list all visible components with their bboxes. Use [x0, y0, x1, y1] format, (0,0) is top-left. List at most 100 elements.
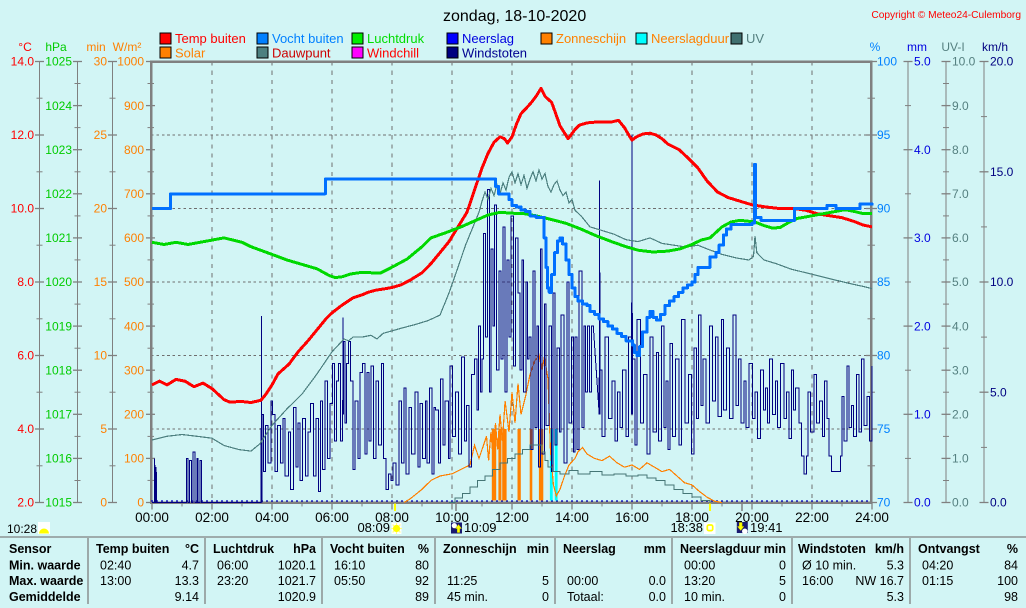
- svg-text:4.0: 4.0: [914, 143, 931, 157]
- svg-text:20: 20: [94, 202, 108, 216]
- svg-text:19:41: 19:41: [750, 520, 783, 535]
- svg-text:100: 100: [997, 574, 1018, 588]
- svg-text:16:00: 16:00: [615, 510, 649, 525]
- svg-text:9.0: 9.0: [952, 99, 969, 113]
- svg-text:24:00: 24:00: [855, 510, 889, 525]
- svg-text:30: 30: [94, 55, 108, 69]
- svg-text:0.0: 0.0: [990, 496, 1007, 510]
- svg-text:1024: 1024: [45, 99, 72, 113]
- svg-text:0: 0: [137, 496, 144, 510]
- svg-text:Totaal:: Totaal:: [567, 590, 604, 604]
- svg-text:02:40: 02:40: [100, 559, 131, 573]
- svg-text:14.0: 14.0: [11, 55, 35, 69]
- svg-text:23:20: 23:20: [217, 574, 248, 588]
- svg-text:1021.7: 1021.7: [278, 574, 316, 588]
- svg-text:20.0: 20.0: [990, 55, 1014, 69]
- svg-text:zondag, 18-10-2020: zondag, 18-10-2020: [443, 8, 586, 25]
- svg-text:10.0: 10.0: [11, 202, 35, 216]
- svg-text:4.0: 4.0: [17, 422, 34, 436]
- svg-text:10:00: 10:00: [435, 510, 469, 525]
- svg-text:600: 600: [124, 231, 144, 245]
- svg-text:Dauwpunt: Dauwpunt: [272, 46, 331, 61]
- svg-text:10.0: 10.0: [990, 275, 1014, 289]
- svg-text:00:00: 00:00: [135, 510, 169, 525]
- svg-text:1019: 1019: [45, 319, 72, 333]
- svg-text:Gemiddelde: Gemiddelde: [9, 590, 81, 604]
- svg-text:10:28: 10:28: [7, 522, 37, 536]
- svg-text:3.0: 3.0: [914, 231, 931, 245]
- svg-text:Neerslag: Neerslag: [563, 542, 616, 556]
- svg-text:22:00: 22:00: [795, 510, 829, 525]
- svg-text:0.0: 0.0: [649, 574, 666, 588]
- svg-text:10:09: 10:09: [464, 520, 497, 535]
- svg-text:92: 92: [415, 574, 429, 588]
- svg-text:Neerslagduur: Neerslagduur: [651, 31, 730, 46]
- svg-text:200: 200: [124, 408, 144, 422]
- svg-text:5.0: 5.0: [914, 55, 931, 69]
- svg-text:Temp buiten: Temp buiten: [96, 542, 169, 556]
- svg-text:08:00: 08:00: [375, 510, 409, 525]
- svg-text:12.0: 12.0: [11, 128, 35, 142]
- svg-text:Windstoten: Windstoten: [798, 542, 866, 556]
- svg-text:5.3: 5.3: [887, 559, 904, 573]
- svg-text:10 min.: 10 min.: [684, 590, 725, 604]
- svg-text:14:00: 14:00: [555, 510, 589, 525]
- svg-text:20:00: 20:00: [735, 510, 769, 525]
- svg-text:8.0: 8.0: [17, 275, 34, 289]
- svg-text:5: 5: [779, 574, 786, 588]
- svg-text:89: 89: [415, 590, 429, 604]
- svg-text:70: 70: [877, 496, 891, 510]
- svg-text:min: min: [764, 542, 786, 556]
- svg-text:7.0: 7.0: [952, 187, 969, 201]
- svg-text:0.0: 0.0: [952, 496, 969, 510]
- svg-text:06:00: 06:00: [315, 510, 349, 525]
- svg-text:16:00: 16:00: [802, 574, 833, 588]
- svg-text:25: 25: [94, 128, 108, 142]
- svg-text:%: %: [418, 542, 429, 556]
- svg-text:5.0: 5.0: [952, 275, 969, 289]
- svg-text:mm: mm: [907, 40, 927, 54]
- svg-text:Sensor: Sensor: [9, 542, 52, 556]
- svg-text:04:00: 04:00: [255, 510, 289, 525]
- svg-text:Ontvangst: Ontvangst: [918, 542, 981, 556]
- svg-text:5: 5: [100, 422, 107, 436]
- svg-text:min: min: [527, 542, 549, 556]
- svg-text:1022: 1022: [45, 187, 72, 201]
- svg-text:10: 10: [94, 349, 108, 363]
- svg-text:Vocht buiten: Vocht buiten: [330, 542, 405, 556]
- svg-text:1023: 1023: [45, 143, 72, 157]
- svg-text:4.0: 4.0: [952, 319, 969, 333]
- svg-text:1015: 1015: [45, 496, 72, 510]
- svg-text:Ø 10 min.: Ø 10 min.: [802, 559, 856, 573]
- svg-text:13:00: 13:00: [100, 574, 131, 588]
- svg-text:700: 700: [124, 187, 144, 201]
- svg-text:0: 0: [779, 559, 786, 573]
- svg-text:9.14: 9.14: [175, 590, 199, 604]
- svg-text:6.0: 6.0: [17, 349, 34, 363]
- svg-text:5: 5: [542, 574, 549, 588]
- svg-text:18:00: 18:00: [675, 510, 709, 525]
- svg-text:08:09: 08:09: [357, 520, 390, 535]
- svg-text:1020.9: 1020.9: [278, 590, 316, 604]
- svg-text:Neerslag: Neerslag: [462, 31, 514, 46]
- svg-text:1016: 1016: [45, 452, 72, 466]
- svg-text:12:00: 12:00: [495, 510, 529, 525]
- svg-text:2.0: 2.0: [17, 496, 34, 510]
- svg-text:Windstoten: Windstoten: [462, 46, 527, 61]
- svg-text:Windchill: Windchill: [367, 46, 419, 61]
- svg-text:6.0: 6.0: [952, 231, 969, 245]
- svg-text:min: min: [86, 40, 105, 54]
- svg-text:0.0: 0.0: [649, 590, 666, 604]
- svg-text:95: 95: [877, 128, 891, 142]
- svg-text:0: 0: [779, 590, 786, 604]
- svg-text:100: 100: [124, 452, 144, 466]
- svg-text:Neerslagduur: Neerslagduur: [680, 542, 761, 556]
- svg-text:75: 75: [877, 422, 891, 436]
- svg-text:85: 85: [877, 275, 891, 289]
- svg-text:15: 15: [94, 275, 108, 289]
- svg-text:100: 100: [877, 55, 897, 69]
- svg-text:1020.1: 1020.1: [278, 559, 316, 573]
- svg-text:0: 0: [100, 496, 107, 510]
- svg-text:1017: 1017: [45, 408, 72, 422]
- svg-text:Max. waarde: Max. waarde: [9, 574, 83, 588]
